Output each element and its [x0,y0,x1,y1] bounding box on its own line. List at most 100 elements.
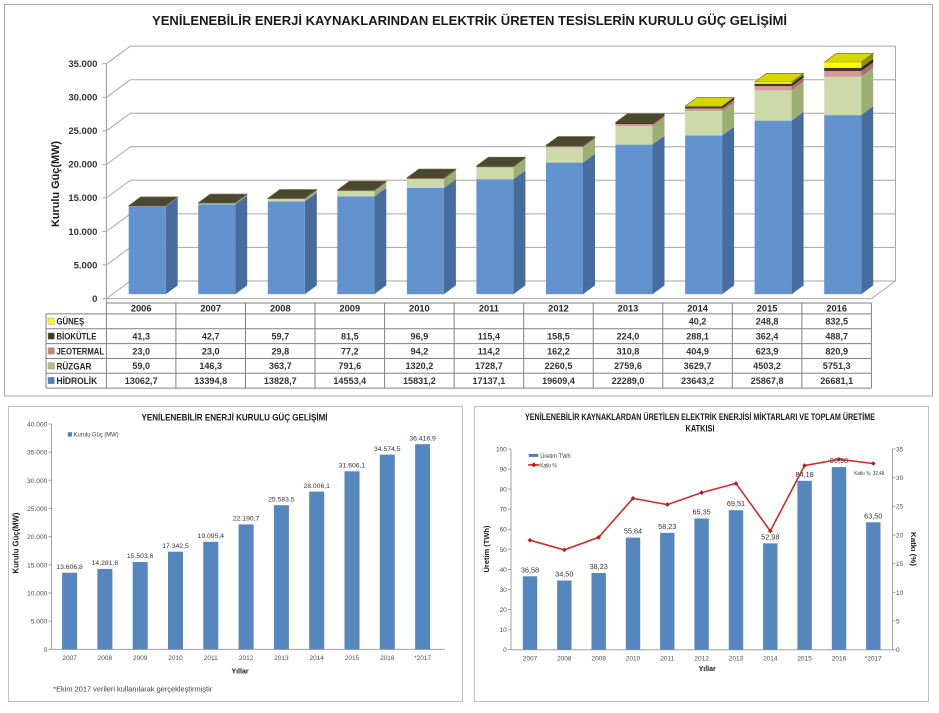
svg-text:RÜZGAR: RÜZGAR [57,361,92,371]
svg-text:5751,3: 5751,3 [823,361,851,371]
svg-text:248,8: 248,8 [756,317,779,327]
svg-text:59,7: 59,7 [271,332,289,342]
svg-text:15: 15 [896,561,904,568]
svg-text:23,0: 23,0 [132,346,150,356]
svg-text:KATKISI: KATKISI [686,424,715,434]
svg-text:YENİLENEBİLİR ENERJİ KAYNAKLAR: YENİLENEBİLİR ENERJİ KAYNAKLARINDAN ELEK… [152,13,787,28]
svg-text:63,50: 63,50 [864,513,882,520]
svg-text:25.583,5: 25.583,5 [268,496,295,503]
svg-text:2009: 2009 [339,304,360,314]
svg-text:5.000: 5.000 [31,619,48,626]
svg-text:2009: 2009 [591,656,606,663]
svg-text:820,9: 820,9 [825,346,848,356]
svg-text:*Ekim 2017 verileri kullanılar: *Ekim 2017 verileri kullanılarak gerçekl… [53,685,213,694]
svg-text:15831,2: 15831,2 [403,376,436,386]
svg-text:80: 80 [500,487,508,494]
svg-text:623,9: 623,9 [756,346,779,356]
svg-text:2016: 2016 [380,655,395,662]
svg-text:2015: 2015 [757,304,778,314]
svg-text:58,23: 58,23 [658,524,676,531]
svg-text:1320,2: 1320,2 [405,361,433,371]
svg-text:2011: 2011 [479,304,499,314]
svg-text:40,2: 40,2 [689,317,707,327]
svg-text:17.342,5: 17.342,5 [162,543,189,550]
svg-text:146,3: 146,3 [199,361,222,371]
svg-text:59,0: 59,0 [132,361,150,371]
svg-text:30: 30 [896,475,904,482]
svg-text:20.000: 20.000 [68,160,97,171]
svg-text:42,7: 42,7 [202,332,220,342]
svg-text:36,58: 36,58 [521,567,539,574]
svg-text:158,5: 158,5 [547,332,570,342]
svg-text:17137,1: 17137,1 [472,376,505,386]
svg-text:Üretim TWh: Üretim TWh [540,452,571,460]
svg-text:52,98: 52,98 [761,534,779,541]
svg-text:4503,2: 4503,2 [753,361,781,371]
svg-text:25867,8: 25867,8 [751,376,784,386]
svg-text:90,98: 90,98 [830,458,848,465]
svg-text:41,3: 41,3 [132,332,150,342]
svg-text:HİDROLİK: HİDROLİK [57,376,98,386]
svg-text:Katkı %: Katkı % [540,463,557,470]
svg-text:832,5: 832,5 [825,317,848,327]
svg-text:Yıllar: Yıllar [699,666,716,673]
svg-text:114,2: 114,2 [478,346,500,356]
svg-text:35.000: 35.000 [27,450,48,457]
svg-text:2014: 2014 [763,656,778,663]
svg-text:2012: 2012 [694,656,709,663]
svg-text:90: 90 [500,467,508,474]
svg-text:2013: 2013 [729,656,744,663]
svg-text:40.000: 40.000 [27,421,48,428]
svg-text:14553,4: 14553,4 [333,376,367,386]
svg-text:Üretim (TWh): Üretim (TWh) [482,525,491,572]
svg-text:23643,2: 23643,2 [681,376,714,386]
svg-text:13062,7: 13062,7 [125,376,158,386]
svg-text:2016: 2016 [826,304,847,314]
svg-text:10: 10 [896,590,904,597]
svg-text:100: 100 [496,446,507,453]
svg-text:0: 0 [44,647,48,654]
svg-text:19.095,4: 19.095,4 [198,533,225,540]
svg-text:94,2: 94,2 [411,346,429,356]
svg-text:0: 0 [92,294,97,305]
svg-text:791,6: 791,6 [338,361,361,371]
svg-text:30.000: 30.000 [27,478,48,485]
svg-text:0: 0 [503,647,507,654]
svg-text:2007: 2007 [523,656,538,663]
svg-text:20: 20 [896,532,904,539]
svg-text:JEOTERMAL: JEOTERMAL [57,346,105,356]
svg-text:BİOKÜTLE: BİOKÜTLE [57,332,97,342]
svg-text:Yıllar: Yıllar [231,669,248,676]
svg-text:15.503,6: 15.503,6 [127,553,154,560]
svg-text:2006: 2006 [131,304,152,314]
svg-text:2010: 2010 [409,304,430,314]
svg-text:115,4: 115,4 [478,332,501,342]
svg-text:96,9: 96,9 [411,332,429,342]
svg-text:5: 5 [896,618,900,625]
svg-text:2013: 2013 [274,655,289,662]
svg-text:20.000: 20.000 [27,534,48,541]
svg-text:28.006,1: 28.006,1 [303,483,330,490]
svg-text:2009: 2009 [133,655,148,662]
svg-text:224,0: 224,0 [617,332,640,342]
svg-text:2759,6: 2759,6 [614,361,642,371]
svg-text:38,23: 38,23 [590,564,608,571]
svg-text:YENİLENEBİLİR KAYNAKLARDAN ÜRE: YENİLENEBİLİR KAYNAKLARDAN ÜRETİLEN ELEK… [525,412,875,422]
svg-text:0: 0 [896,647,900,654]
svg-text:25.000: 25.000 [68,126,97,137]
svg-text:Katkı (%): Katkı (%) [909,532,918,567]
svg-text:34,50: 34,50 [555,572,573,579]
svg-text:*2017: *2017 [414,655,431,662]
svg-text:Kurulu Güç (MW): Kurulu Güç (MW) [74,431,119,438]
svg-text:10.000: 10.000 [68,227,97,238]
svg-text:310,8: 310,8 [617,346,640,356]
svg-text:20: 20 [500,607,508,614]
svg-text:77,2: 77,2 [341,346,359,356]
svg-text:2013: 2013 [618,304,639,314]
svg-text:36.416,9: 36.416,9 [409,435,436,442]
svg-text:2260,5: 2260,5 [545,361,573,371]
svg-text:22.190,7: 22.190,7 [233,516,260,523]
svg-text:2007: 2007 [200,304,221,314]
svg-text:30: 30 [500,587,508,594]
svg-text:13828,7: 13828,7 [264,376,297,386]
